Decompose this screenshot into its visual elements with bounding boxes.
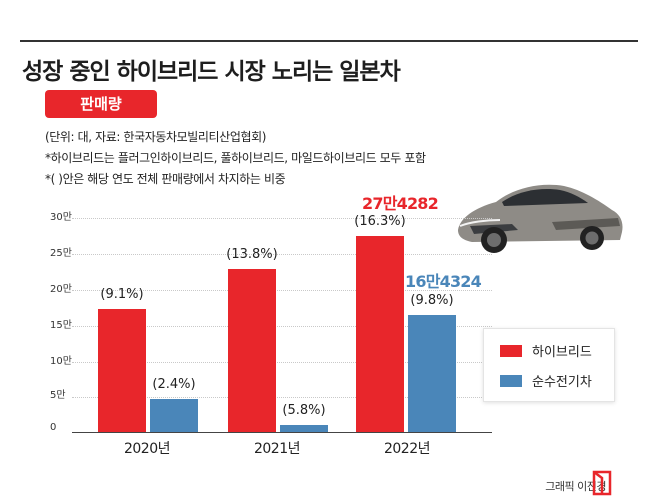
x-axis [72,432,492,433]
y-tick: 25만 [50,248,72,259]
gridline [72,290,492,292]
bar-hybrid-2022 [356,236,404,432]
y-tick: 10만 [50,356,72,367]
x-tick-2020: 2020년 [123,441,171,457]
legend-swatch-hybrid [500,344,522,357]
ratio-footnote: *( )안은 해당 연도 전체 판매량에서 차지하는 비중 [45,172,286,186]
bar-hybrid-2021 [228,269,276,432]
bar-ev-2020 [150,399,198,432]
y-tick: 0 [50,422,57,433]
legend-item-hybrid: 하이브리드 [500,341,592,360]
bar-ev-2022 [408,315,456,432]
section-badge: 판매량 [45,90,157,118]
data-label-hybrid-2021: (13.8%) [226,247,278,262]
legend-label-hybrid: 하이브리드 [532,345,592,360]
source-note: (단위: 대, 자료: 한국자동차모빌리티산업협회) [45,130,267,144]
x-tick-2022: 2022년 [383,441,431,457]
y-tick: 15만 [50,320,72,331]
y-tick: 30만 [50,212,72,223]
y-tick: 20만 [50,284,72,295]
y-tick: 5만 [50,390,66,401]
x-tick-2021: 2021년 [253,441,301,457]
gridline [72,218,492,220]
bar-hybrid-2020 [98,309,146,432]
hybrid-2022-value: 27만4282 [362,194,439,213]
gridline [72,362,492,364]
legend: 하이브리드 순수전기차 [483,328,615,402]
data-label-hybrid-2022: (16.3%) [354,214,406,229]
data-label-ev-2022: (9.8%) [410,293,454,308]
legend-item-ev: 순수전기차 [500,371,592,390]
legend-label-ev: 순수전기차 [532,375,592,390]
gridline [72,326,492,328]
gridline [72,397,492,399]
legend-swatch-ev [500,374,522,387]
graphic-credit: 그래픽 이진경 [545,480,606,493]
ev-2022-value: 16만4324 [405,272,482,291]
bar-ev-2021 [280,425,328,432]
top-rule [20,40,638,42]
logo-icon [592,470,612,496]
data-label-ev-2021: (5.8%) [282,403,326,418]
page-title: 성장 중인 하이브리드 시장 노리는 일본차 [22,59,401,85]
gridline [72,254,492,256]
hybrid-footnote: *하이브리드는 플러그인하이브리드, 풀하이브리드, 마일드하이브리드 모두 포… [45,151,426,165]
data-label-ev-2020: (2.4%) [152,377,196,392]
data-label-hybrid-2020: (9.1%) [100,287,144,302]
